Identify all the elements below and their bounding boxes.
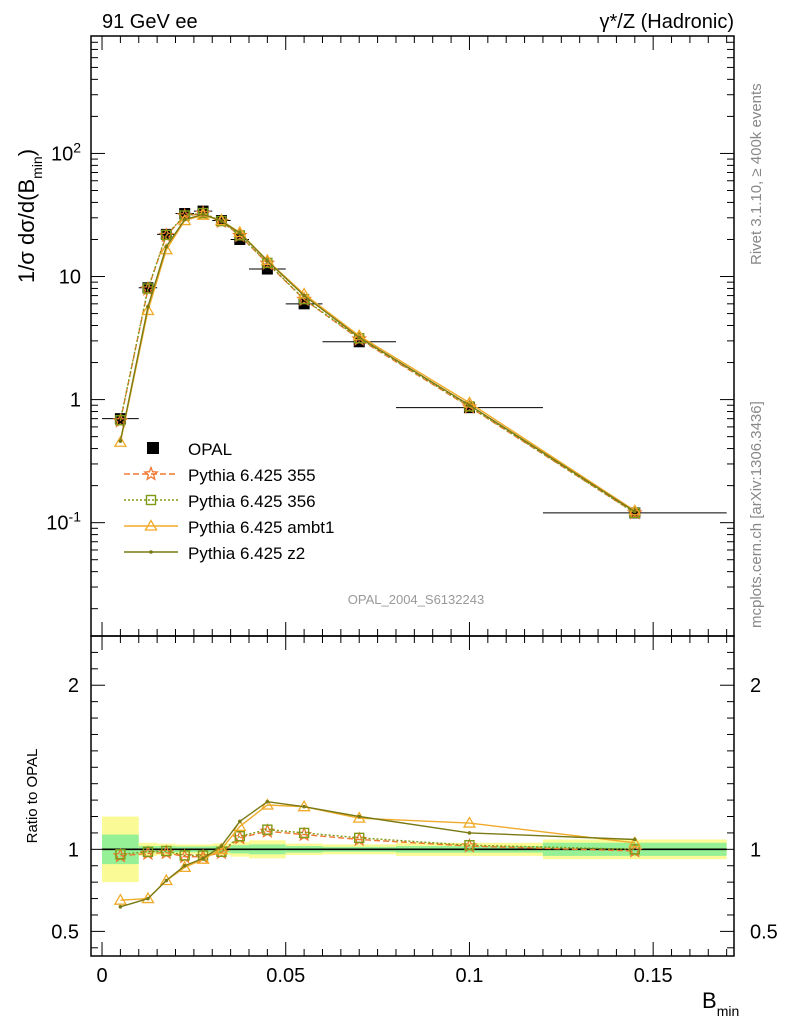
main-series-3-point [178, 213, 192, 226]
ratio-series-4-point [164, 878, 169, 883]
ratio-series-4-point [302, 804, 306, 809]
main-series-3-point [141, 303, 155, 316]
ratio-series-2-point [161, 845, 172, 857]
ratio-ytick-label-right: 0.5 [750, 921, 778, 943]
main-series-2-point [142, 283, 154, 294]
main-series-4-point [265, 259, 270, 263]
main-series-2-point [216, 215, 227, 227]
ratio-series-2-point [629, 844, 640, 855]
xtick-label: 0.05 [266, 965, 305, 987]
ratio-series-4-point [467, 831, 472, 835]
ratio-series-4-line [120, 800, 635, 908]
ratio-series-2-point [234, 831, 246, 842]
legend-label-2: Pythia 6.425 356 [188, 492, 316, 511]
main-series-4-point [467, 403, 472, 408]
ratio-series-2-point [464, 840, 475, 851]
header-right: γ*/Z (Hadronic) [600, 11, 734, 33]
ratio-ytick-label: 2 [68, 675, 79, 697]
legend-marker-3 [144, 519, 158, 531]
ratio-series-4-point [265, 799, 270, 804]
ratio-series-2-point [262, 824, 273, 835]
ratio-series-3-point [178, 860, 192, 873]
ratio-series-1-line [120, 830, 635, 858]
xlabel: Bmin [702, 988, 739, 1019]
main-series-2-point [161, 229, 172, 241]
ratio-series-3-point [141, 891, 155, 904]
legend: OPAL Pythia 6.425 355 Pythia 6.425 356 Pyth… [124, 440, 334, 563]
legend-marker-4 [149, 550, 153, 554]
main-series-4-point [219, 219, 224, 223]
ratio-series-2-line [120, 828, 635, 857]
main-series-4-point [238, 231, 242, 235]
header-left: 91 GeV ee [102, 11, 198, 33]
main-series-4-point [357, 335, 362, 340]
main-ytick-label: 1 [70, 390, 81, 412]
ratio-series-4-point [357, 814, 362, 819]
opal-point [197, 205, 209, 217]
main-series-4-point [164, 244, 169, 249]
ratio-series-3-point [113, 893, 128, 905]
main-series-3-point [260, 253, 274, 266]
main-series-4-point [302, 293, 306, 298]
ratio-series-3-point [462, 816, 477, 828]
ratio-ytick-label-right: 1 [750, 839, 761, 861]
legend-marker-1 [143, 465, 159, 481]
legend-label-opal: OPAL [188, 440, 232, 459]
ratio-ylabel: Ratio to OPAL [24, 749, 41, 844]
ratio-series-2-point [354, 832, 365, 844]
ratio-series-2-point [142, 846, 154, 857]
opal-point [160, 228, 172, 240]
analysis-label: OPAL_2004_S6132243 [348, 592, 484, 607]
main-ylabel: 1/σ dσ/d(Bmin) [14, 149, 45, 283]
main-series-2-line [119, 212, 636, 514]
ratio-series-2-point [179, 850, 190, 861]
ratio-frame [90, 635, 735, 957]
main-ytick-label: 10 [59, 267, 81, 289]
ratio-series-4-point [238, 819, 242, 824]
ratio-series-3-point [628, 835, 642, 848]
ratio-ytick-label-right: 2 [750, 675, 761, 697]
ratio-ytick-label: 1 [68, 839, 79, 861]
main-ytick-label: 102 [51, 139, 81, 165]
ratio-series-4-point [632, 837, 637, 842]
ratio-series-4-point [219, 844, 224, 848]
legend-label-1: Pythia 6.425 355 [188, 466, 316, 485]
main-series-4-point [201, 212, 205, 217]
ratio-ytick-label: 0.5 [51, 921, 79, 943]
main-series-3-point [159, 242, 173, 255]
ratio-series-4-point [146, 896, 150, 901]
main-series-4-line [119, 213, 636, 513]
legend-marker-opal [147, 442, 159, 454]
main-series-4-point [182, 217, 187, 222]
rivet-label: Rivet 3.1.10, ≥ 400k events [748, 83, 765, 265]
ratio-series-4-point [201, 856, 205, 861]
opal-point [179, 208, 191, 220]
ratio-series-2-point [298, 827, 310, 839]
xtick-label: 0.15 [634, 965, 673, 987]
ratio-series-4-point [182, 863, 187, 868]
main-series-4-point [118, 439, 123, 443]
ratio-series-3-point [159, 873, 173, 886]
ratio-series-2-point [115, 849, 126, 860]
xtick-label: 0 [96, 965, 107, 987]
xtick-label: 0.1 [456, 965, 484, 987]
legend-label-4: Pythia 6.425 z2 [188, 544, 305, 563]
ratio-panel: 0.5 0.5 1 1 2 2 0 0.05 0.1 0.15 Ratio to OPAL Bmin [24, 635, 778, 1019]
ratio-series-4-point [118, 904, 123, 909]
main-series-4-point [146, 304, 150, 309]
mcplots-label: mcplots.cern.ch [arXiv:1306.3436] [748, 401, 765, 628]
ratio-series-3-point [196, 852, 210, 864]
legend-marker-2 [145, 494, 157, 506]
main-series-4-point [632, 509, 637, 514]
main-ytick-label: 10-1 [46, 509, 81, 535]
main-series-3-point [113, 435, 128, 447]
legend-label-3: Pythia 6.425 ambt1 [188, 518, 334, 537]
opal-point [261, 263, 273, 275]
